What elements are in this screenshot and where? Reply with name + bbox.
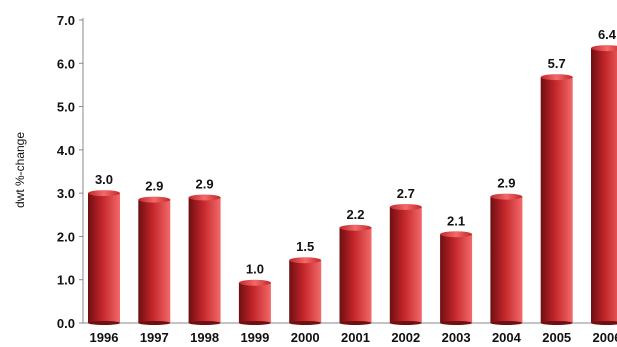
bar-1996 xyxy=(88,190,120,325)
bar-top-cap xyxy=(88,190,120,197)
x-tick-label-1998: 1998 xyxy=(190,330,219,345)
value-label-2002: 2.7 xyxy=(397,186,415,201)
x-tick-label-1999: 1999 xyxy=(240,330,269,345)
bar-top-cap xyxy=(591,45,617,52)
bar-2003 xyxy=(440,231,473,325)
bar-base xyxy=(289,321,322,325)
bar-top-cap xyxy=(188,194,221,201)
x-tick-label-2003: 2003 xyxy=(442,330,471,345)
bar-top-cap xyxy=(238,279,271,286)
bar-body xyxy=(238,282,271,323)
x-tick-label-2000: 2000 xyxy=(291,330,320,345)
y-ticks: 0.0 1.0 2.0 3.0 4.0 5.0 6.0 7.0 xyxy=(57,13,83,331)
bar-base xyxy=(188,321,221,325)
bar-1999 xyxy=(238,279,271,325)
bar-top-cap xyxy=(289,257,322,264)
bar-base xyxy=(440,321,473,325)
bar-body xyxy=(591,48,617,324)
bar-base xyxy=(389,321,422,325)
y-tick-label: 7.0 xyxy=(57,13,75,28)
bar-1998 xyxy=(188,194,221,325)
bar-2006 xyxy=(591,45,617,325)
value-label-1996: 3.0 xyxy=(95,172,113,187)
bar-base xyxy=(88,321,120,325)
bars: 3.0 2.9 2.9 1.0 1.5 2.2 2.7 2.1 2.9 5.7 6.4 xyxy=(88,27,617,325)
x-tick-label-2001: 2001 xyxy=(341,330,370,345)
y-tick-label: 2.0 xyxy=(57,229,75,244)
value-label-2003: 2.1 xyxy=(447,213,465,228)
value-label-2006: 6.4 xyxy=(598,27,617,42)
bar-body xyxy=(490,196,523,323)
bar-base xyxy=(339,321,372,325)
bar-body xyxy=(289,260,322,323)
bar-top-cap xyxy=(138,196,171,203)
bar-2004 xyxy=(490,193,523,325)
bar-body xyxy=(88,193,120,323)
y-tick-label: 6.0 xyxy=(57,56,75,71)
bar-body xyxy=(339,227,372,323)
bar-base xyxy=(138,321,171,325)
bar-2005 xyxy=(540,74,573,325)
y-tick-label: 3.0 xyxy=(57,186,75,201)
x-tick-label-2004: 2004 xyxy=(492,330,522,345)
bar-top-cap xyxy=(540,74,573,81)
bar-body xyxy=(188,197,221,323)
y-tick-label: 1.0 xyxy=(57,273,75,288)
bar-body xyxy=(138,199,171,323)
bar-top-cap xyxy=(490,193,523,200)
x-tick-label-2005: 2005 xyxy=(542,330,571,345)
bar-2000 xyxy=(289,257,322,325)
bar-1997 xyxy=(138,196,171,325)
y-axis-title: dwt %-change xyxy=(13,132,27,208)
x-tick-label-1996: 1996 xyxy=(90,330,119,345)
value-label-2001: 2.2 xyxy=(346,207,364,222)
bar-base xyxy=(540,321,573,325)
x-tick-label-2006: 2006 xyxy=(593,330,617,345)
value-label-1999: 1.0 xyxy=(246,262,264,277)
value-label-2000: 1.5 xyxy=(296,239,314,254)
value-label-2004: 2.9 xyxy=(497,176,515,191)
y-tick-label: 4.0 xyxy=(57,143,75,158)
bar-2002 xyxy=(389,203,422,325)
bar-body xyxy=(540,77,573,323)
y-tick-label: 5.0 xyxy=(57,100,75,115)
bar-top-cap xyxy=(389,203,422,210)
bar-base xyxy=(591,321,617,325)
bar-body xyxy=(440,234,473,323)
bar-2001 xyxy=(339,224,372,325)
bar-top-cap xyxy=(339,224,372,231)
x-tick-label-2002: 2002 xyxy=(391,330,420,345)
value-label-2005: 5.7 xyxy=(548,56,566,71)
bar-top-cap xyxy=(440,231,473,238)
y-tick-label: 0.0 xyxy=(57,316,75,331)
x-ticks: 1996 1997 1998 1999 2000 2001 2002 2003 2004 2005… xyxy=(90,330,617,345)
value-label-1997: 2.9 xyxy=(145,179,163,194)
bar-base xyxy=(490,321,523,325)
value-label-1998: 2.9 xyxy=(196,176,214,191)
bar-base xyxy=(238,321,271,325)
bar-body xyxy=(389,206,422,323)
x-tick-label-1997: 1997 xyxy=(140,330,169,345)
